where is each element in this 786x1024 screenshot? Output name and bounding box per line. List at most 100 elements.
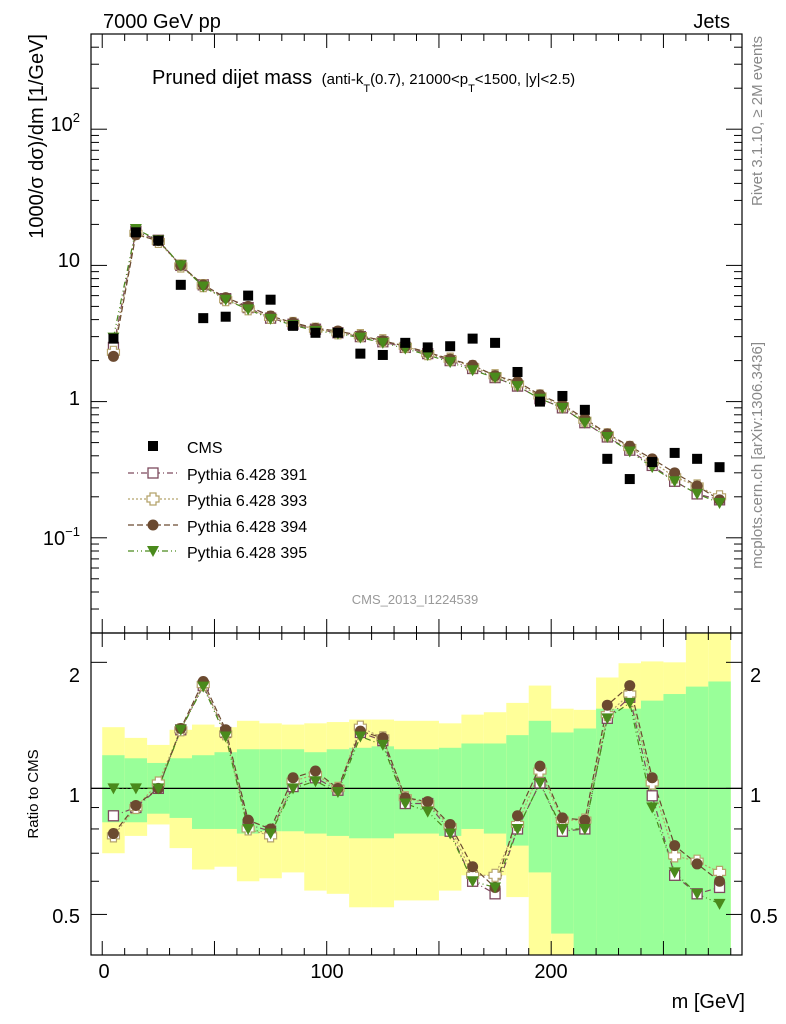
legend-label-394: Pythia 6.428 394 xyxy=(187,519,307,536)
data-point-cms xyxy=(624,474,635,485)
ratio-band-inner xyxy=(461,743,484,829)
ratio-band-inner xyxy=(236,749,260,834)
data-point-395 xyxy=(601,431,614,443)
data-point-cms xyxy=(512,366,523,377)
ratio-point-394 xyxy=(534,760,546,772)
data-point-394 xyxy=(691,480,703,492)
ratio-point-395 xyxy=(331,787,344,799)
data-point-cms xyxy=(175,279,186,290)
ratio-band-inner xyxy=(528,720,552,873)
data-point-395 xyxy=(174,260,187,272)
ratio-point-394 xyxy=(646,772,658,784)
main-ylabel: 1000/σ dσ)/dm [1/GeV] xyxy=(26,34,48,239)
legend-entry-cms: CMS xyxy=(148,440,223,457)
data-point-cms xyxy=(669,447,680,458)
data-point-cms xyxy=(288,320,299,331)
main-axes xyxy=(90,33,743,634)
ratio-band-inner xyxy=(438,747,462,836)
data-point-cms xyxy=(467,333,478,344)
header-right: Jets xyxy=(693,11,730,33)
ratio-point-394 xyxy=(444,818,456,830)
ratio-point-393 xyxy=(668,849,682,863)
ratio-point-395 xyxy=(264,828,277,840)
ratio-band-inner xyxy=(349,747,372,839)
ratio-point-394 xyxy=(309,765,321,777)
ratio-band-inner xyxy=(371,746,395,839)
data-point-395 xyxy=(511,381,524,393)
data-point-395 xyxy=(623,446,636,458)
data-point-cms xyxy=(692,453,703,464)
main-title-sub1: (anti-k xyxy=(322,71,364,88)
legend-entry-393: Pythia 6.428 393 xyxy=(128,492,307,510)
ratio-ytick-label-1-right: 1 xyxy=(750,785,761,807)
ratio-point-394 xyxy=(130,800,142,812)
data-point-cms xyxy=(310,327,321,338)
ratio-point-395 xyxy=(691,888,704,900)
data-point-cms xyxy=(647,457,658,468)
data-point-cms xyxy=(445,341,456,352)
data-point-cms xyxy=(714,462,725,473)
ratio-band-inner xyxy=(663,694,686,955)
data-point-cms xyxy=(377,349,388,360)
ratio-ytick-label-0p5-right: 0.5 xyxy=(750,906,778,928)
ratio-point-395 xyxy=(421,806,434,818)
ratio-point-394 xyxy=(467,861,479,873)
ratio-line-395 xyxy=(113,685,720,905)
series-line-391 xyxy=(112,230,720,501)
ratio-ytick-label-2-right: 2 xyxy=(750,665,761,687)
ytick-label-10: 10 xyxy=(58,250,80,272)
xtick-label-100: 100 xyxy=(310,961,343,983)
ratio-point-395 xyxy=(129,783,142,795)
series-line-394 xyxy=(112,233,720,501)
ratio-point-395 xyxy=(309,776,322,788)
data-point-395 xyxy=(444,357,457,369)
ratio-point-395 xyxy=(489,882,502,894)
data-point-395 xyxy=(466,365,479,377)
ratio-point-395 xyxy=(399,798,412,810)
main-title-sub2: (0.7), 21000<p xyxy=(370,71,468,88)
ratio-point-394 xyxy=(691,858,703,870)
data-point-395 xyxy=(713,498,726,510)
ytick-label-0p1: 10−1 xyxy=(43,524,80,550)
ratio-band-inner xyxy=(416,749,439,834)
ratio-point-395 xyxy=(578,823,591,835)
ratio-point-395 xyxy=(287,783,300,795)
xaxis-label: m [GeV] xyxy=(672,991,745,1013)
legend-entry-394: Pythia 6.428 394 xyxy=(128,519,307,536)
legend-marker-391 xyxy=(147,467,159,479)
ratio-point-394 xyxy=(242,814,254,826)
data-point-394 xyxy=(107,350,119,362)
ratio-point-391 xyxy=(107,810,120,822)
ratio-point-395 xyxy=(152,783,165,795)
ratio-point-393 xyxy=(488,868,502,882)
ratio-point-394 xyxy=(422,796,434,808)
ratio-band-inner xyxy=(618,708,641,955)
ratio-ytick-label-2-left: 2 xyxy=(69,665,80,687)
ytick-label-0p1-base: 10 xyxy=(43,528,65,550)
ratio-band-inner xyxy=(259,749,282,832)
data-point-cms xyxy=(220,311,231,322)
legend: CMS Pythia 6.428 391 Pythia 6.428 393 Py… xyxy=(128,440,307,562)
ratio-point-394 xyxy=(556,812,568,824)
data-point-395 xyxy=(354,332,367,344)
data-point-cms xyxy=(579,404,590,415)
ratio-point-395 xyxy=(174,724,187,736)
data-point-cms xyxy=(400,337,411,348)
legend-entry-391: Pythia 6.428 391 xyxy=(128,467,307,484)
legend-label-393: Pythia 6.428 393 xyxy=(187,493,307,510)
ratio-point-394 xyxy=(624,680,636,692)
ratio-point-395 xyxy=(533,777,546,789)
ratio-point-395 xyxy=(601,713,614,725)
main-title-subT2: T xyxy=(468,83,475,95)
ratio-point-395 xyxy=(444,828,457,840)
data-point-395 xyxy=(691,488,704,500)
ratio-series xyxy=(106,675,727,910)
ratio-ytick-label-0p5-left: 0.5 xyxy=(52,906,80,928)
legend-marker-cms xyxy=(148,441,158,451)
legend-marker-393 xyxy=(146,492,160,506)
ytick-label-100-base: 10 xyxy=(51,114,73,136)
data-point-395 xyxy=(489,372,502,384)
xtick-label-200: 200 xyxy=(534,961,567,983)
data-point-cms xyxy=(108,333,119,344)
data-point-cms xyxy=(265,294,276,305)
